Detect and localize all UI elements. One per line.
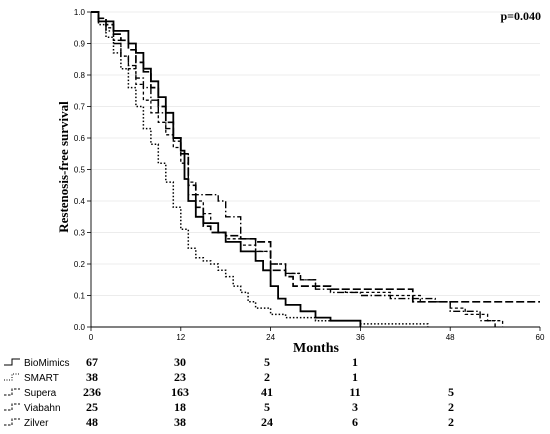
risk-cell: 67	[86, 355, 98, 369]
risk-cell: 2	[264, 370, 270, 384]
risk-cell: 6	[352, 415, 358, 429]
risk-cell: 163	[171, 385, 189, 399]
x-tick-label: 36	[356, 333, 365, 342]
risk-cell: 2	[448, 400, 454, 414]
risk-row-name-biomimics: BioMimics	[24, 358, 70, 369]
risk-cell: 236	[83, 385, 101, 399]
risk-cell: 11	[349, 385, 360, 399]
risk-cell: 48	[86, 415, 98, 429]
risk-cell: 3	[352, 400, 358, 414]
risk-cell: 38	[174, 415, 186, 429]
curve-viabahn	[91, 11, 540, 303]
risk-cell: 5	[264, 400, 270, 414]
curve-zilver	[91, 11, 496, 327]
x-axis-label: Months	[293, 341, 339, 356]
curve-supera	[91, 11, 504, 327]
y-tick-label: 0.5	[74, 166, 86, 175]
legend-line-icon	[4, 388, 20, 396]
risk-cell: 24	[261, 415, 273, 429]
risk-cell: 25	[86, 400, 98, 414]
risk-row-name-viabahn: Viabahn	[24, 403, 61, 414]
risk-cell: 23	[174, 370, 186, 384]
x-tick-label: 12	[176, 333, 185, 342]
risk-cell: 1	[352, 355, 358, 369]
x-ticks: 0 12 24 36 48 60	[89, 327, 545, 342]
y-tick-label: 0.6	[74, 134, 86, 143]
y-tick-label: 0.2	[74, 260, 86, 269]
risk-cell: 5	[448, 385, 454, 399]
risk-cell: 1	[352, 370, 358, 384]
legend-line-icon	[4, 358, 20, 366]
x-tick-label: 48	[446, 333, 455, 342]
y-tick-label: 0.7	[74, 103, 86, 112]
risk-cell: 2	[448, 415, 454, 429]
risk-cell: 38	[86, 370, 98, 384]
risk-row-name-supera: Supera	[24, 388, 57, 399]
y-tick-label: 0.8	[74, 71, 86, 80]
risk-cell: 18	[174, 400, 186, 414]
y-tick-label: 0.0	[74, 323, 86, 332]
p-value-annotation: p=0.040	[500, 9, 541, 23]
risk-cell: 41	[261, 385, 273, 399]
y-axis-label: Restenosis-free survival	[56, 101, 71, 233]
legend-line-icon	[4, 418, 20, 426]
y-tick-label: 0.3	[74, 229, 86, 238]
x-tick-label: 60	[536, 333, 545, 342]
y-tick-label: 0.4	[74, 197, 86, 206]
y-tick-label: 0.9	[74, 40, 86, 49]
risk-cell: 30	[174, 355, 186, 369]
x-tick-label: 0	[89, 333, 94, 342]
curve-biomimics	[91, 11, 362, 327]
survival-curves	[91, 11, 540, 327]
risk-cell: 5	[264, 355, 270, 369]
legend-line-icon	[4, 403, 20, 411]
y-ticks: 0.0 0.1 0.2 0.3 0.4 0.5 0.6 0.7 0.8 0.9 1.0	[74, 8, 91, 332]
risk-row-name-smart: SMART	[24, 373, 59, 384]
legend-line-icon	[4, 373, 20, 381]
y-gridlines	[91, 11, 540, 296]
y-tick-label: 1.0	[74, 8, 86, 17]
risk-row-name-zilver: Zilver	[24, 418, 49, 429]
x-tick-label: 24	[266, 333, 275, 342]
y-tick-label: 0.1	[74, 292, 86, 301]
